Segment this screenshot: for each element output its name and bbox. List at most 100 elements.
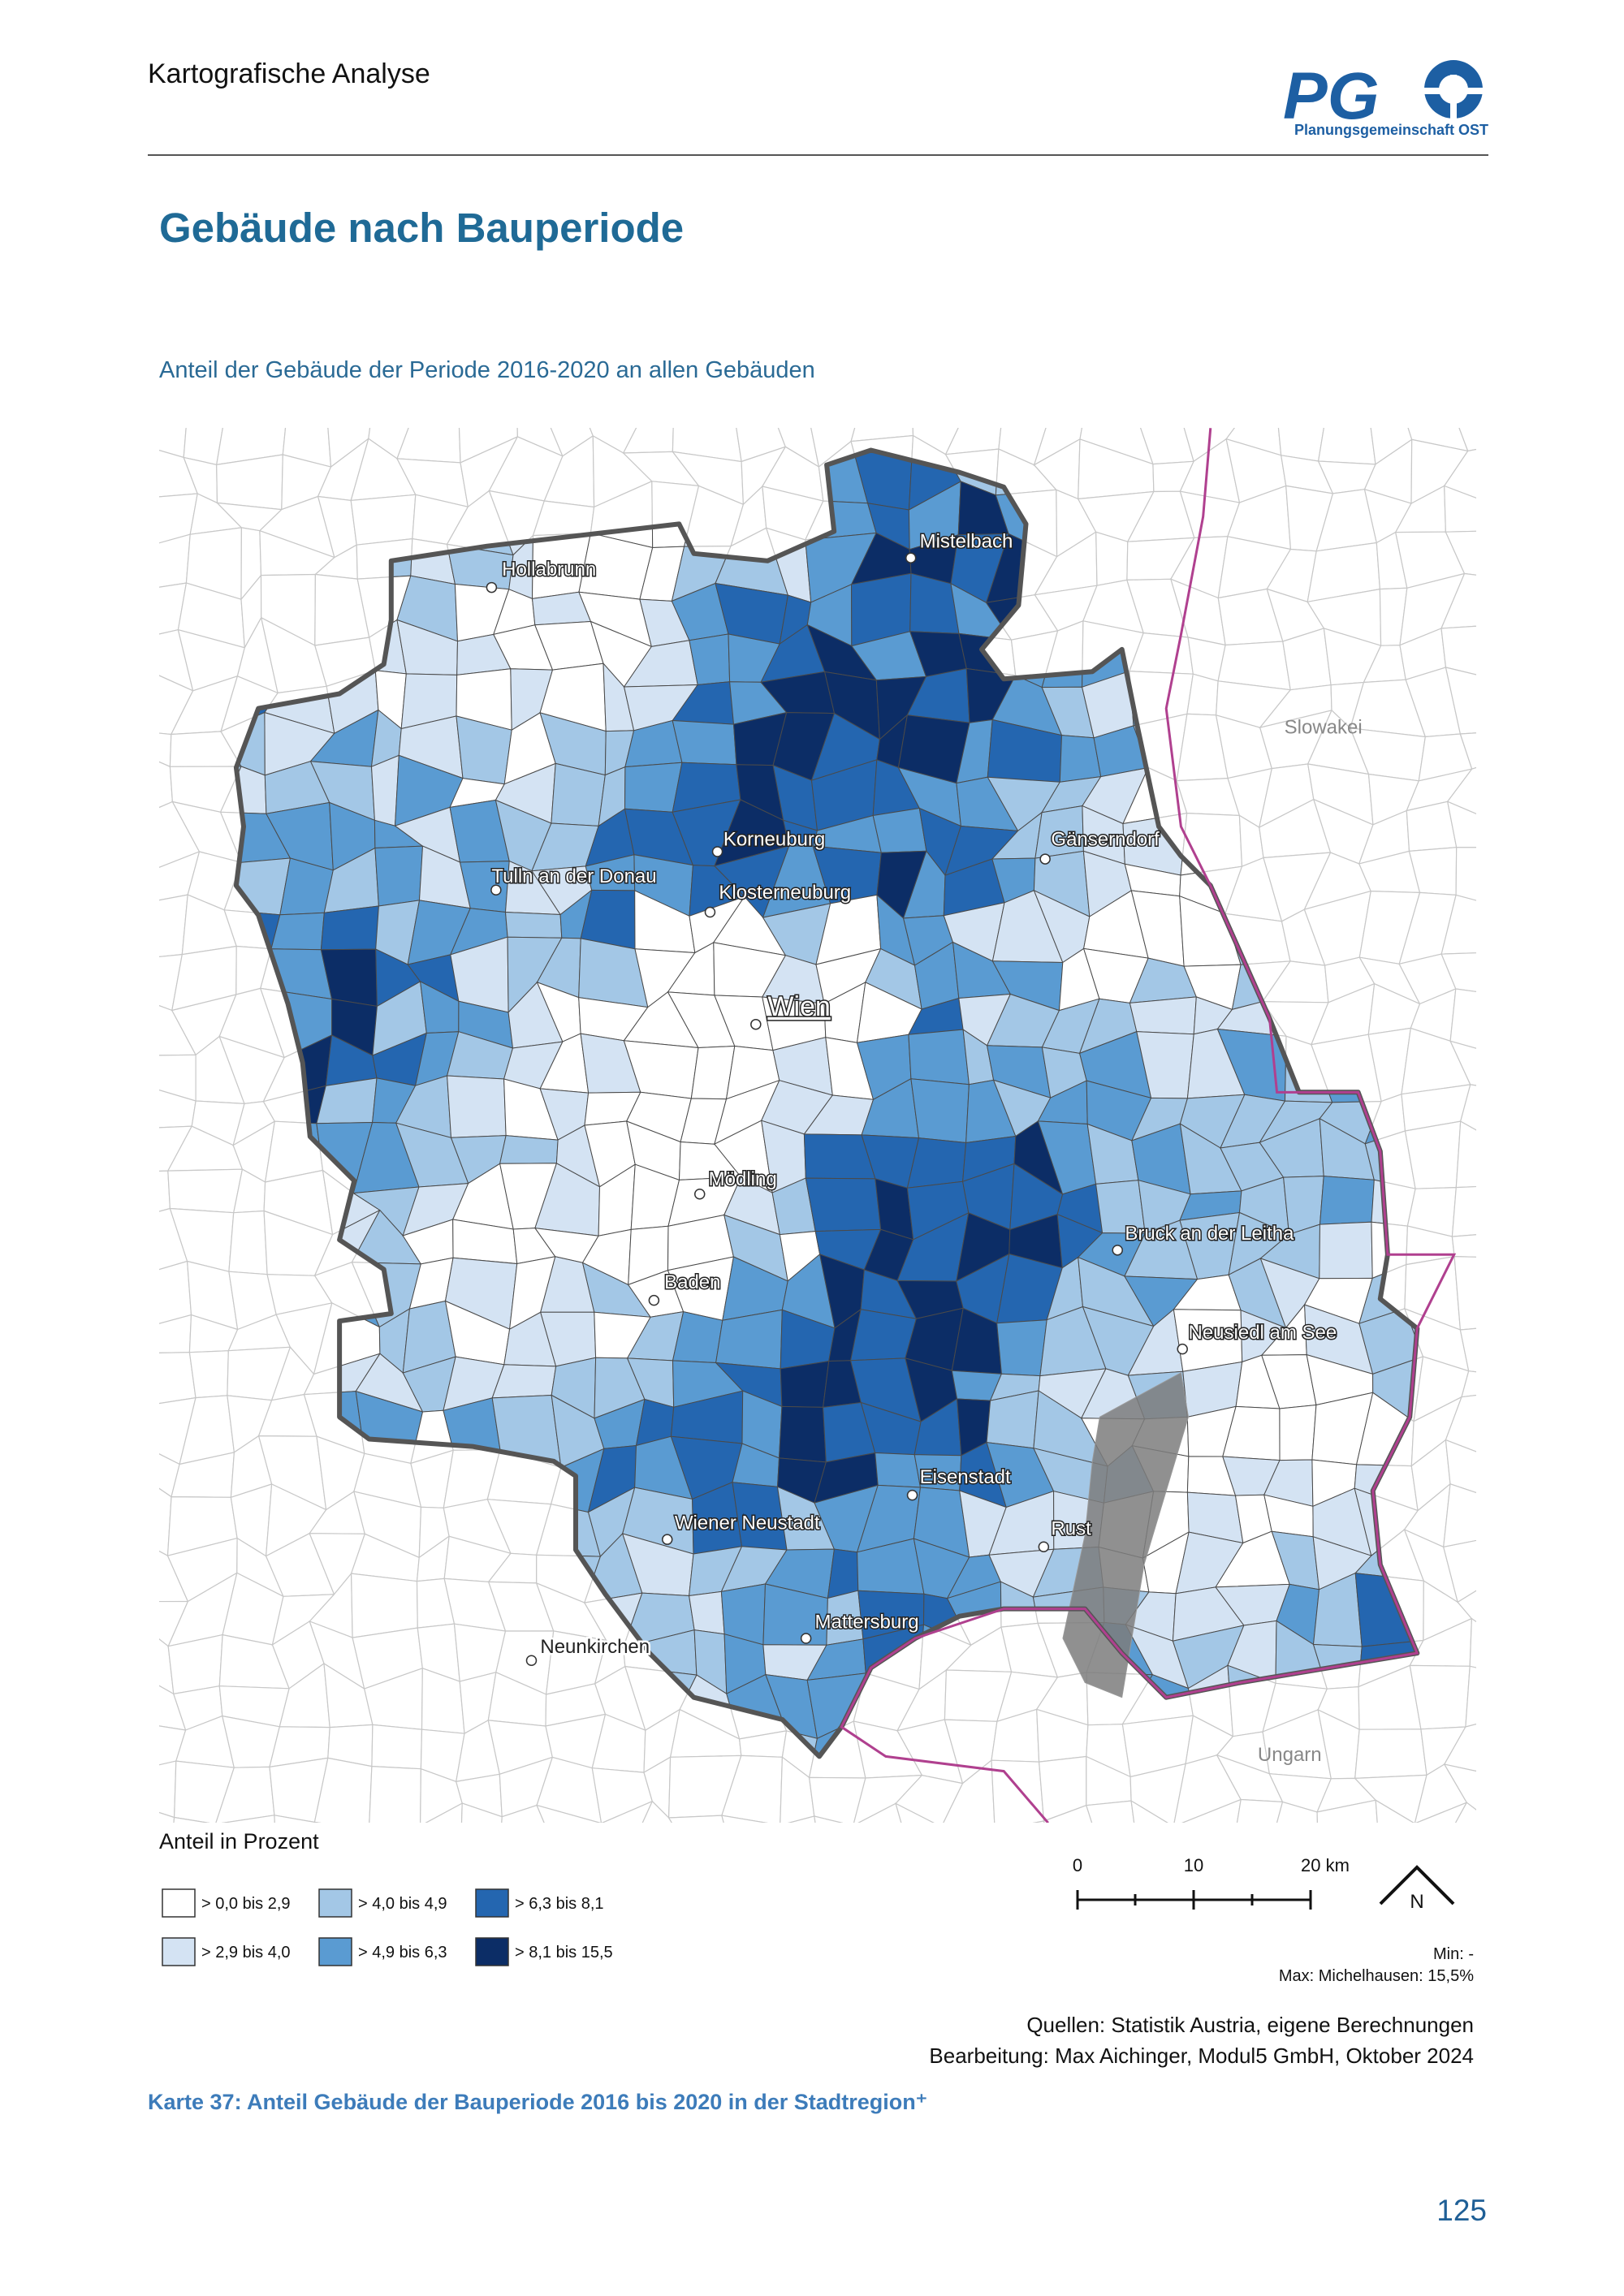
scale-bar: 0 10 20 km (1073, 1855, 1350, 1910)
municipality (425, 1802, 463, 1823)
legend-title: Anteil in Prozent (159, 1829, 319, 1854)
municipality (1358, 1308, 1418, 1375)
scale-label: 20 km (1301, 1855, 1350, 1875)
place-dot (1039, 853, 1051, 865)
municipality (1458, 428, 1476, 452)
municipality (1459, 1327, 1476, 1373)
municipality (1440, 894, 1476, 955)
municipality (1236, 1798, 1284, 1823)
place-label: Bruck an der Leitha (1125, 1223, 1294, 1245)
place-dot (693, 1189, 706, 1200)
municipality (996, 1319, 1047, 1377)
municipality (1415, 1802, 1468, 1823)
municipality (1445, 1394, 1476, 1452)
place-label: Neunkirchen (540, 1636, 650, 1658)
page-title: Gebäude nach Bauperiode (159, 205, 684, 251)
page-number: 125 (1436, 2194, 1487, 2227)
place-label: Wien (767, 991, 830, 1022)
municipality (1443, 1763, 1476, 1810)
municipality (672, 719, 737, 766)
north-arrow-shape (1379, 1865, 1455, 1905)
municipality (908, 1029, 970, 1085)
municipality (350, 494, 417, 546)
municipality (1181, 1798, 1242, 1823)
place-label: Eisenstadt (920, 1466, 1011, 1488)
legend-label: > 4,0 bis 4,9 (358, 1895, 447, 1913)
legend-label: > 4,9 bis 6,3 (358, 1944, 447, 1962)
municipality (1446, 766, 1476, 815)
municipality (1043, 1804, 1093, 1823)
municipality (1375, 1799, 1415, 1823)
municipality (1440, 625, 1476, 675)
municipality (320, 905, 379, 951)
place-label: Hollabrunn (502, 559, 596, 580)
scale-label: 10 (1184, 1855, 1203, 1875)
municipality (667, 1815, 724, 1823)
municipality (1457, 1590, 1476, 1623)
municipality (1455, 1120, 1476, 1189)
place-dot (1038, 1541, 1050, 1553)
municipality (624, 762, 683, 813)
logo-mark: PG (1283, 59, 1379, 133)
map: Hollabrunn Mistelbach Slowakei Korneuburg Gä… (159, 428, 1476, 1823)
place-label: Mödling (709, 1168, 777, 1190)
place-label: Baden (664, 1271, 720, 1293)
municipality (895, 1774, 964, 1823)
place-label: Neusiedl am See (1188, 1322, 1337, 1344)
scale-label: 0 (1073, 1855, 1082, 1875)
place-label: Slowakei (1285, 717, 1363, 739)
municipality (504, 911, 563, 939)
municipality (986, 1390, 1039, 1449)
municipality (1449, 1040, 1476, 1086)
municipality (721, 1815, 768, 1823)
map-source: Quellen: Statistik Austria, eigene Berec… (1026, 2013, 1474, 2037)
place-label: Korneuburg (723, 829, 825, 851)
logo-emblem-cross (1424, 75, 1483, 119)
legend-swatch (162, 1888, 196, 1918)
municipality (1279, 1404, 1317, 1461)
municipality (601, 1800, 654, 1823)
municipality (1276, 1801, 1319, 1823)
municipality (536, 1804, 602, 1823)
municipality (536, 1756, 603, 1823)
municipality (1453, 1255, 1476, 1331)
north-label: N (1410, 1891, 1423, 1913)
municipality (370, 754, 400, 826)
municipality (910, 1078, 970, 1144)
municipality (159, 1811, 175, 1823)
place-label: Rust (1051, 1518, 1091, 1540)
municipality (641, 1800, 672, 1823)
municipality (274, 1815, 316, 1823)
place-dot (1177, 1343, 1188, 1355)
municipality (313, 1757, 373, 1823)
municipality (689, 1590, 725, 1635)
municipality (499, 1135, 559, 1164)
municipality (501, 1804, 545, 1823)
logo-text: Planungsgemeinschaft OST (1294, 122, 1488, 138)
place-label: Klosterneuburg (719, 882, 851, 904)
municipality (221, 1815, 275, 1823)
municipality (173, 1760, 235, 1823)
municipality (313, 1821, 322, 1823)
municipality (1032, 1820, 1045, 1823)
legend-label: > 0,0 bis 2,9 (201, 1895, 291, 1913)
section-title: Kartografische Analyse (148, 58, 430, 89)
legend: > 0,0 bis 2,9 > 2,9 bis 4,0 > 4,0 bis 4,9 >… (162, 1888, 613, 1966)
place-dot (800, 1633, 812, 1644)
municipality (1095, 531, 1129, 586)
municipality (788, 1815, 816, 1823)
municipality (1443, 1482, 1476, 1548)
municipality (1465, 1665, 1476, 1728)
map-max: Max: Michelhausen: 15,5% (1279, 1967, 1474, 1985)
municipality (1443, 1724, 1476, 1772)
municipality (1086, 1800, 1135, 1823)
municipality (1440, 952, 1476, 993)
place-dot (704, 906, 716, 918)
municipality (1443, 448, 1476, 499)
municipality (1186, 673, 1219, 716)
place-label: Mattersburg (815, 1611, 919, 1633)
municipality (1409, 1664, 1471, 1730)
municipality (857, 1802, 902, 1823)
municipality (721, 1754, 784, 1823)
